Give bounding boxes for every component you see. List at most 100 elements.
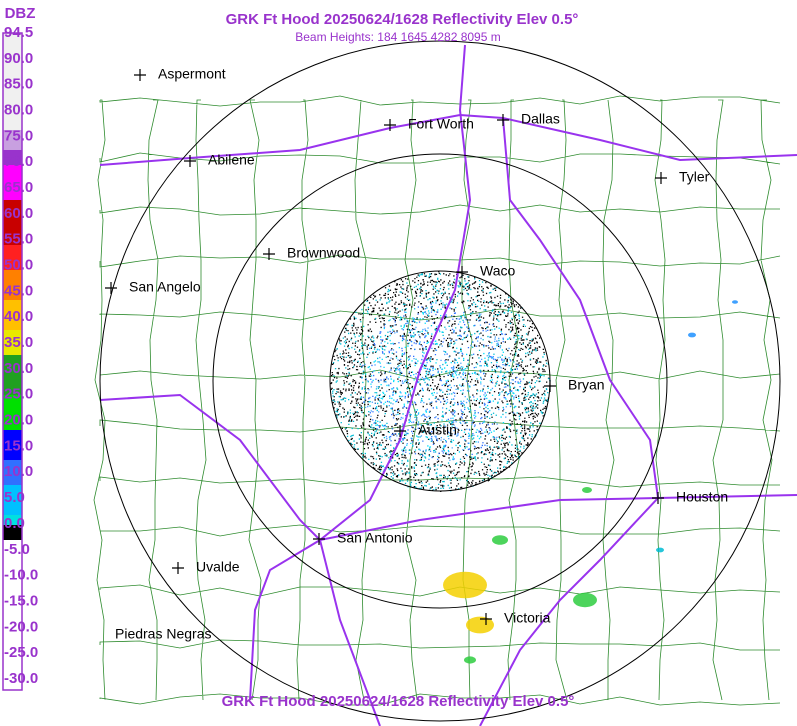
color-swatch — [3, 245, 22, 270]
title: GRK Ft Hood 20250624/1628 Reflectivity E… — [226, 11, 579, 28]
city-label: Tyler — [679, 169, 710, 185]
legend-label: -5.0 — [4, 541, 30, 558]
color-swatch — [3, 485, 22, 515]
city-marker — [394, 425, 406, 437]
color-bar-frame — [2, 32, 23, 691]
legend-label: 25.0 — [4, 386, 33, 403]
city-label: Aspermont — [158, 66, 226, 82]
legend-label: 70.0 — [4, 153, 33, 170]
city-label: Dallas — [521, 111, 560, 127]
city-marker — [184, 155, 196, 167]
city-marker — [652, 492, 664, 504]
color-swatch — [3, 130, 22, 150]
legend-label: 0.0 — [4, 515, 25, 532]
legend-label: 20.0 — [4, 412, 33, 429]
legend-label: 65.0 — [4, 179, 33, 196]
city-marker — [655, 172, 667, 184]
legend-label: 15.0 — [4, 437, 33, 454]
color-swatch — [3, 355, 22, 395]
city-marker — [313, 533, 325, 545]
legend-unit: DBZ — [5, 5, 36, 22]
legend-label: 35.0 — [4, 334, 33, 351]
city-label: Houston — [676, 489, 728, 505]
city-marker — [384, 119, 396, 131]
city-marker — [134, 69, 146, 81]
storm-cell — [466, 616, 494, 634]
highway — [479, 497, 659, 726]
city-marker — [480, 613, 492, 625]
legend-label: 85.0 — [4, 76, 33, 93]
city-marker — [456, 266, 468, 278]
cities: Aspermont Fort Worth Dallas Abilene Tyler Bro… — [105, 66, 728, 642]
legend-label: -30.0 — [4, 670, 38, 687]
city-label: Abilene — [208, 152, 255, 168]
footer-title: GRK Ft Hood 20250624/1628 Reflectivity E… — [222, 693, 575, 710]
legend-label: 40.0 — [4, 308, 33, 325]
highway — [99, 393, 381, 726]
color-bar: 94.5 90.0 85.0 80.0 75.0 70.0 65.0 60.0 55.0 50.0… — [2, 24, 38, 691]
legend-label: 30.0 — [4, 360, 33, 377]
color-swatch — [3, 33, 22, 130]
legend-label: 75.0 — [4, 127, 33, 144]
legend-label: -20.0 — [4, 618, 38, 635]
legend-label: -25.0 — [4, 644, 38, 661]
echo-pixels — [330, 271, 550, 492]
color-swatch — [3, 165, 22, 200]
color-swatch — [3, 300, 22, 330]
city-label: Brownwood — [287, 245, 360, 261]
city-label: Piedras Negras — [115, 626, 212, 642]
legend-label: 55.0 — [4, 231, 33, 248]
city-label: Uvalde — [196, 559, 240, 575]
legend-label: 94.5 — [4, 24, 33, 41]
city-marker — [544, 380, 556, 392]
city-label: Austin — [418, 422, 457, 438]
storm-cell — [732, 300, 738, 304]
legend-label: -15.0 — [4, 592, 38, 609]
storm-cell — [573, 592, 597, 608]
storm-cell — [688, 332, 696, 338]
legend-label: 45.0 — [4, 282, 33, 299]
city-marker — [105, 282, 117, 294]
color-swatch — [3, 150, 22, 165]
highways — [99, 44, 797, 726]
legend-label: 90.0 — [4, 50, 33, 67]
city-label: Waco — [480, 263, 515, 279]
range-ring — [99, 40, 781, 722]
storm-cell — [582, 487, 592, 493]
highway — [249, 44, 472, 701]
color-swatch — [3, 395, 22, 430]
color-swatch — [3, 430, 22, 460]
range-ring — [212, 153, 668, 609]
color-swatch — [3, 330, 22, 355]
city-marker — [497, 114, 509, 126]
color-swatch — [3, 540, 22, 690]
color-swatch — [3, 270, 22, 300]
legend-label: -10.0 — [4, 567, 38, 584]
color-swatch — [3, 515, 22, 525]
city-label: Bryan — [568, 377, 605, 393]
subtitle: Beam Heights: 184 1645 4282 8095 m — [295, 30, 500, 44]
color-swatch — [3, 525, 22, 540]
legend-label: 5.0 — [4, 489, 25, 506]
city-marker — [263, 248, 275, 260]
city-label: San Antonio — [337, 530, 413, 546]
storm-cell — [656, 547, 664, 553]
city-label: San Angelo — [129, 279, 201, 295]
highway — [502, 117, 659, 499]
legend-label: 10.0 — [4, 463, 33, 480]
city-label: Fort Worth — [408, 116, 474, 132]
color-swatch — [3, 460, 22, 485]
legend-label: 60.0 — [4, 205, 33, 222]
legend-label: 80.0 — [4, 101, 33, 118]
city-marker — [172, 562, 184, 574]
color-swatch — [3, 200, 22, 245]
highway — [319, 494, 797, 541]
storm-cell — [443, 571, 487, 599]
storm-cell — [492, 535, 508, 545]
legend-label: 50.0 — [4, 257, 33, 274]
storm-cell — [464, 656, 476, 664]
city-label: Victoria — [504, 610, 551, 626]
radar-echoes — [330, 271, 738, 664]
